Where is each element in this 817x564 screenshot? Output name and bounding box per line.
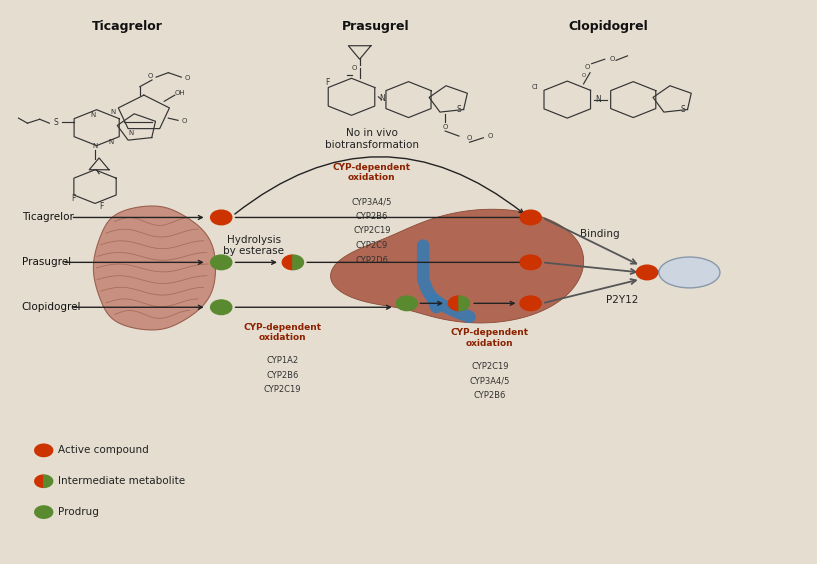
Text: Hydrolysis
by esterase: Hydrolysis by esterase (223, 235, 284, 256)
Circle shape (520, 255, 541, 270)
Text: Active compound: Active compound (58, 446, 150, 455)
Text: Prasugrel: Prasugrel (342, 20, 410, 33)
Text: CYP3A4/5: CYP3A4/5 (351, 197, 392, 206)
Text: OH: OH (174, 90, 185, 96)
Polygon shape (93, 206, 216, 330)
Text: Ticagrelor: Ticagrelor (22, 213, 74, 222)
Text: CYP2D6: CYP2D6 (355, 255, 388, 265)
Text: F: F (100, 202, 104, 211)
Polygon shape (44, 444, 52, 456)
Text: CYP2C19: CYP2C19 (264, 385, 301, 394)
Polygon shape (283, 255, 292, 270)
Text: O: O (148, 73, 153, 79)
Text: N: N (110, 109, 115, 115)
Polygon shape (292, 255, 303, 270)
Ellipse shape (659, 257, 720, 288)
Polygon shape (35, 475, 44, 487)
Text: O: O (443, 124, 448, 130)
Text: O: O (609, 56, 614, 61)
Circle shape (636, 265, 658, 280)
Text: N: N (596, 95, 601, 104)
Text: Clopidogrel: Clopidogrel (22, 302, 81, 312)
Text: N: N (90, 112, 96, 118)
Text: CYP-dependent
oxidation: CYP-dependent oxidation (451, 328, 529, 348)
Text: O: O (467, 135, 472, 141)
Text: CYP3A4/5: CYP3A4/5 (470, 376, 510, 385)
Polygon shape (44, 506, 52, 518)
Text: N: N (128, 130, 133, 136)
Text: O: O (585, 64, 591, 70)
Text: CYP-dependent
oxidation: CYP-dependent oxidation (333, 163, 411, 182)
Polygon shape (44, 475, 52, 487)
Text: CYP-dependent
oxidation: CYP-dependent oxidation (243, 323, 321, 342)
Text: Ticagrelor: Ticagrelor (92, 20, 163, 33)
Text: O: O (487, 133, 493, 139)
Text: CYP2B6: CYP2B6 (355, 212, 388, 221)
Text: CYP1A2: CYP1A2 (266, 356, 298, 365)
Text: CYP2B6: CYP2B6 (474, 391, 506, 400)
Text: No in vivo
biotransformation: No in vivo biotransformation (325, 128, 419, 149)
Text: O: O (182, 118, 187, 125)
Text: CYP2C9: CYP2C9 (355, 241, 388, 250)
Text: Platelet: Platelet (671, 267, 708, 277)
Polygon shape (331, 209, 583, 323)
Circle shape (520, 296, 541, 311)
Text: CYP2B6: CYP2B6 (266, 371, 298, 380)
Polygon shape (459, 296, 470, 311)
Text: CYP2C19: CYP2C19 (353, 226, 391, 235)
Text: CYP2C19: CYP2C19 (471, 362, 509, 371)
Text: O: O (185, 75, 190, 81)
Text: S: S (54, 117, 58, 126)
Text: Binding: Binding (580, 230, 619, 239)
Text: N: N (92, 143, 98, 149)
Text: S: S (681, 105, 685, 114)
Text: Intermediate metabolite: Intermediate metabolite (58, 476, 185, 486)
Polygon shape (35, 506, 44, 518)
Text: O: O (351, 65, 357, 70)
Text: N: N (109, 139, 114, 145)
Text: S: S (457, 105, 462, 114)
Circle shape (211, 300, 232, 315)
Text: Prasugrel: Prasugrel (22, 257, 71, 267)
Text: Cl: Cl (531, 84, 538, 90)
Text: P2Y12: P2Y12 (606, 295, 639, 305)
Text: F: F (325, 78, 329, 87)
Text: O: O (582, 73, 586, 78)
Text: N: N (380, 94, 386, 103)
Text: Clopidogrel: Clopidogrel (568, 20, 648, 33)
Text: Prodrug: Prodrug (58, 507, 99, 517)
Circle shape (211, 210, 232, 225)
Circle shape (211, 255, 232, 270)
Polygon shape (35, 444, 44, 456)
Circle shape (520, 210, 541, 225)
Text: F: F (72, 195, 76, 204)
Polygon shape (449, 296, 459, 311)
Circle shape (396, 296, 417, 311)
